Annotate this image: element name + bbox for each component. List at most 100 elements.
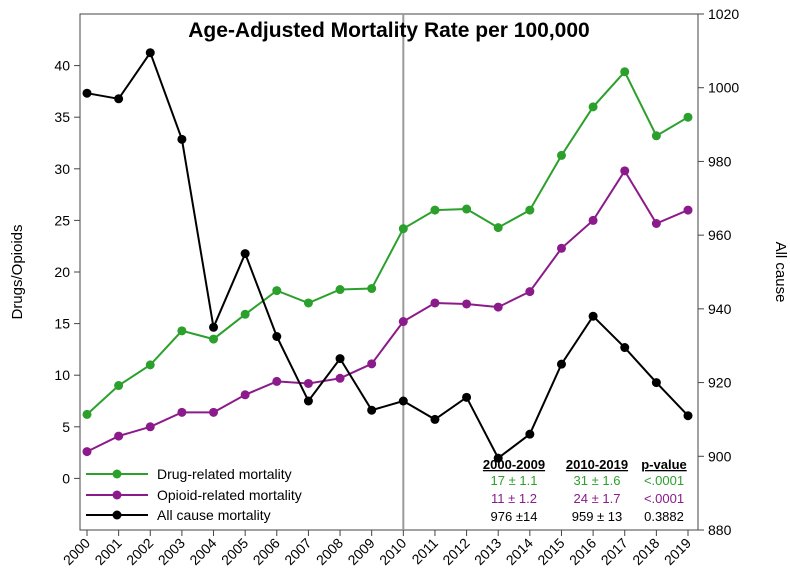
data-point-opioid-related-mortality bbox=[556, 243, 566, 253]
data-point-all-cause-mortality bbox=[114, 94, 124, 104]
x-tick-label: 2015 bbox=[534, 535, 567, 568]
x-tick-label: 2010 bbox=[376, 535, 409, 568]
stats-table-cell: 11 ± 1.2 bbox=[491, 491, 537, 506]
y-right-tick-label: 1000 bbox=[708, 80, 739, 96]
y-left-tick-label: 10 bbox=[54, 367, 70, 383]
data-point-all-cause-mortality bbox=[145, 48, 155, 58]
stats-table-cell: 17 ± 1.1 bbox=[491, 473, 538, 488]
y-left-tick-label: 0 bbox=[62, 470, 70, 486]
data-point-opioid-related-mortality bbox=[430, 298, 440, 308]
data-point-drug-related-mortality bbox=[493, 223, 503, 233]
data-point-all-cause-mortality bbox=[683, 411, 693, 421]
stats-table-cell: 31 ± 1.6 bbox=[574, 473, 621, 488]
data-point-all-cause-mortality bbox=[430, 414, 440, 424]
x-tick-label: 2012 bbox=[439, 535, 472, 568]
y-right-tick-label: 980 bbox=[708, 153, 732, 169]
y-left-tick-label: 20 bbox=[54, 264, 70, 280]
x-tick-label: 2000 bbox=[60, 535, 93, 568]
legend-marker-all-cause-mortality bbox=[112, 510, 122, 520]
data-point-opioid-related-mortality bbox=[82, 447, 92, 457]
data-point-opioid-related-mortality bbox=[651, 218, 661, 228]
stats-table-cell: 24 ± 1.7 bbox=[574, 491, 621, 506]
data-point-all-cause-mortality bbox=[525, 429, 535, 439]
data-point-drug-related-mortality bbox=[177, 326, 187, 336]
y-right-tick-label: 940 bbox=[708, 301, 732, 317]
data-point-drug-related-mortality bbox=[556, 150, 566, 160]
x-tick-label: 2003 bbox=[155, 535, 188, 568]
data-point-drug-related-mortality bbox=[303, 298, 313, 308]
data-point-drug-related-mortality bbox=[114, 381, 124, 391]
data-point-drug-related-mortality bbox=[430, 205, 440, 215]
data-point-opioid-related-mortality bbox=[272, 376, 282, 386]
data-point-drug-related-mortality bbox=[398, 224, 408, 234]
y-right-tick-label: 960 bbox=[708, 227, 732, 243]
data-point-all-cause-mortality bbox=[588, 311, 598, 321]
y-right-tick-label: 920 bbox=[708, 375, 732, 391]
data-point-all-cause-mortality bbox=[209, 322, 219, 332]
data-point-opioid-related-mortality bbox=[525, 287, 535, 297]
data-point-all-cause-mortality bbox=[651, 378, 661, 388]
x-tick-label: 2018 bbox=[629, 535, 662, 568]
series-line-drug-related-mortality bbox=[86, 70, 689, 416]
data-point-drug-related-mortality bbox=[588, 102, 598, 112]
data-point-opioid-related-mortality bbox=[303, 378, 313, 388]
data-point-all-cause-mortality bbox=[620, 343, 630, 353]
data-point-drug-related-mortality bbox=[462, 204, 472, 214]
data-point-opioid-related-mortality bbox=[209, 407, 219, 417]
legend-marker-opioid-related-mortality bbox=[112, 490, 122, 500]
x-tick-label: 2005 bbox=[218, 535, 251, 568]
data-point-drug-related-mortality bbox=[683, 112, 693, 122]
y-right-tick-label: 900 bbox=[708, 448, 732, 464]
x-tick-label: 2014 bbox=[503, 535, 536, 568]
data-point-drug-related-mortality bbox=[651, 131, 661, 141]
data-point-opioid-related-mortality bbox=[114, 431, 124, 441]
x-tick-label: 2016 bbox=[566, 535, 599, 568]
y-left-tick-label: 30 bbox=[54, 161, 70, 177]
legend-label-drug-related-mortality: Drug-related mortality bbox=[157, 466, 292, 482]
y-left-tick-label: 40 bbox=[54, 58, 70, 74]
stats-table-cell: <.0001 bbox=[644, 491, 684, 506]
chart-title: Age-Adjusted Mortality Rate per 100,000 bbox=[188, 19, 589, 42]
series-line-opioid-related-mortality bbox=[86, 169, 689, 453]
y-left-tick-label: 35 bbox=[54, 109, 70, 125]
data-point-opioid-related-mortality bbox=[177, 407, 187, 417]
data-point-opioid-related-mortality bbox=[335, 373, 345, 383]
data-point-all-cause-mortality bbox=[303, 396, 313, 406]
y-right-tick-label: 1020 bbox=[708, 6, 739, 22]
stats-table-cell: <.0001 bbox=[644, 473, 684, 488]
legend-marker-drug-related-mortality bbox=[112, 469, 122, 479]
y-left-tick-label: 15 bbox=[54, 316, 70, 332]
data-point-opioid-related-mortality bbox=[240, 390, 250, 400]
stats-table-cell: 959 ± 13 bbox=[572, 509, 623, 524]
stats-table-cell: 0.3882 bbox=[644, 509, 684, 524]
data-point-drug-related-mortality bbox=[240, 309, 250, 319]
data-point-opioid-related-mortality bbox=[588, 215, 598, 225]
x-tick-label: 2002 bbox=[123, 535, 156, 568]
stats-table-header: p-value bbox=[641, 457, 687, 472]
y-right-tick-label: 880 bbox=[708, 522, 732, 538]
x-tick-label: 2013 bbox=[471, 535, 504, 568]
x-tick-label: 2006 bbox=[250, 535, 283, 568]
y-left-axis-title: Drugs/Opioids bbox=[9, 224, 26, 319]
data-point-all-cause-mortality bbox=[335, 354, 345, 364]
data-point-drug-related-mortality bbox=[335, 285, 345, 295]
x-tick-label: 2017 bbox=[598, 535, 631, 568]
data-point-all-cause-mortality bbox=[272, 332, 282, 341]
stats-table-header: 2010-2019 bbox=[566, 457, 628, 472]
y-left-tick-label: 5 bbox=[62, 419, 70, 435]
data-point-opioid-related-mortality bbox=[493, 302, 503, 312]
stats-table-cell: 976 ±14 bbox=[491, 509, 538, 524]
series-line-all-cause-mortality bbox=[86, 50, 689, 460]
x-tick-label: 2011 bbox=[408, 535, 441, 568]
legend-label-all-cause-mortality: All cause mortality bbox=[157, 507, 271, 523]
x-tick-label: 2019 bbox=[661, 535, 694, 568]
data-point-drug-related-mortality bbox=[82, 409, 92, 419]
data-point-all-cause-mortality bbox=[462, 392, 472, 402]
data-point-opioid-related-mortality bbox=[683, 205, 693, 215]
plot-frame bbox=[79, 13, 699, 531]
data-point-drug-related-mortality bbox=[367, 284, 377, 294]
legend-label-opioid-related-mortality: Opioid-related mortality bbox=[157, 487, 302, 503]
stats-table-header: 2000-2009 bbox=[483, 457, 545, 472]
data-point-opioid-related-mortality bbox=[367, 359, 377, 369]
